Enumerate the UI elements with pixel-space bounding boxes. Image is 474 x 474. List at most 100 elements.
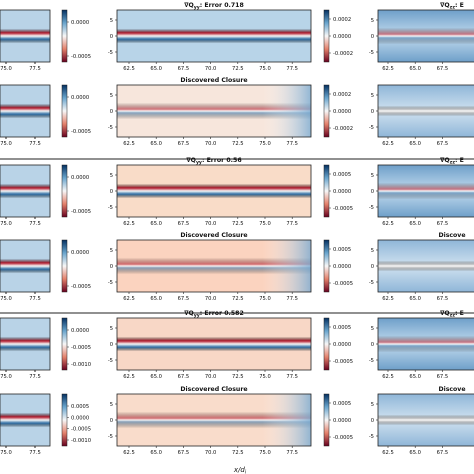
center-xtick-label: 70.0 (205, 141, 217, 147)
right-xtick-label: 67.5 (437, 66, 449, 72)
center-panel (115, 317, 331, 372)
right-xtick-label: 65.0 (409, 141, 421, 147)
center-cbar-label: -0.0005 (333, 359, 353, 365)
center-colorbar (323, 164, 330, 218)
right-ytick-label: 5 (371, 18, 374, 24)
right-xtick-label: 62.5 (382, 221, 394, 227)
left-cbar-label: -0.0005 (71, 345, 91, 351)
center-cbar-label: 0.0002 (333, 92, 351, 98)
right-xtick-label: 65.0 (409, 66, 421, 72)
left-frame (0, 84, 51, 138)
center-ytick-label: 5 (110, 326, 113, 332)
center-xtick-label: 70.0 (205, 450, 217, 456)
left-heatmap-band (0, 85, 50, 137)
left-xtick-label: 75.0 (0, 450, 12, 456)
left-xtick-label: 75.0 (0, 374, 12, 380)
center-xtick-label: 65.0 (150, 296, 162, 302)
center-cbar-label: 0.0005 (333, 325, 351, 331)
right-title: ∇Qzz: E (440, 2, 464, 11)
center-cbar-label: 0.0000 (333, 264, 351, 270)
left-cbar-label: 0.0000 (71, 328, 89, 334)
center-cbar-label: 0.0000 (333, 342, 351, 348)
left-heatmap-band (0, 10, 50, 62)
left-frame (0, 239, 51, 293)
left-xtick-label: 77.5 (29, 141, 41, 147)
left-colorbar (61, 164, 68, 218)
center-cbar-label: -0.0005 (333, 206, 353, 212)
right-ytick-label: 0 (371, 34, 374, 40)
left-panel (0, 164, 69, 219)
left-panel (0, 9, 69, 64)
center-xtick-label: 72.5 (232, 141, 244, 147)
right-panel (376, 393, 474, 448)
center-heatmap-band (117, 165, 311, 217)
left-cbar-label: 0.0000 (71, 415, 89, 421)
center-title: Discovered Closure (180, 77, 247, 84)
center-cbar-label: 0.0005 (333, 172, 351, 178)
x-axis-label: x/di (233, 466, 247, 474)
center-title: ∇Qyy: Error 0.718 (184, 2, 244, 11)
center-xtick-label: 62.5 (123, 141, 135, 147)
right-ytick-label: -5 (369, 434, 374, 440)
right-heatmap-band (378, 10, 474, 62)
center-panel (115, 9, 331, 64)
left-xtick-label: 77.5 (29, 221, 41, 227)
right-xtick-label: 67.5 (437, 296, 449, 302)
left-cbar-label: -0.0005 (71, 209, 91, 215)
center-xtick-label: 77.5 (286, 141, 298, 147)
left-colorbar (61, 393, 68, 447)
right-title: ∇Qzz: E (440, 310, 464, 319)
left-xtick-label: 77.5 (29, 374, 41, 380)
center-xtick-label: 77.5 (286, 66, 298, 72)
center-xtick-label: 65.0 (150, 374, 162, 380)
center-xtick-label: 75.0 (259, 221, 271, 227)
center-xtick-label: 67.5 (178, 374, 190, 380)
center-cbar-label: -0.0002 (333, 51, 353, 57)
left-xtick-label: 75.0 (0, 141, 12, 147)
left-panel (0, 84, 69, 139)
right-ytick-label: 0 (371, 189, 374, 195)
left-xtick-label: 77.5 (29, 450, 41, 456)
left-xtick-label: 77.5 (29, 66, 41, 72)
center-xtick-label: 62.5 (123, 66, 135, 72)
left-cbar-label: 0.0000 (71, 95, 89, 101)
center-xtick-label: 72.5 (232, 450, 244, 456)
center-cbar-label: 0.0002 (333, 17, 351, 23)
right-xtick-label: 62.5 (382, 374, 394, 380)
left-colorbar (61, 84, 68, 138)
left-frame (0, 393, 51, 447)
left-panel (0, 239, 69, 294)
right-ytick-label: 5 (371, 326, 374, 332)
right-heatmap-band (378, 394, 474, 446)
center-ytick-label: 5 (110, 173, 113, 179)
right-panel (376, 317, 474, 372)
left-cbar-label: -0.0005 (71, 427, 91, 433)
right-xtick-label: 65.0 (409, 296, 421, 302)
right-title: ∇Qzz: E (440, 157, 464, 166)
center-xtick-label: 77.5 (286, 374, 298, 380)
center-ytick-label: -5 (108, 205, 113, 211)
left-heatmap-band (0, 165, 50, 217)
right-heatmap-band (378, 240, 474, 292)
center-xtick-label: 65.0 (150, 221, 162, 227)
center-heatmap-edge (117, 240, 311, 292)
center-xtick-label: 77.5 (286, 221, 298, 227)
center-panel (115, 164, 331, 219)
center-heatmap-edge (117, 85, 311, 137)
center-colorbar (323, 239, 330, 293)
center-xtick-label: 62.5 (123, 221, 135, 227)
left-cbar-label: -0.0005 (71, 284, 91, 290)
right-ytick-label: -5 (369, 358, 374, 364)
center-panel (115, 84, 331, 139)
right-ytick-label: -5 (369, 205, 374, 211)
right-xtick-label: 65.0 (409, 450, 421, 456)
right-ytick-label: 5 (371, 173, 374, 179)
right-heatmap-band (378, 318, 474, 370)
left-cbar-label: 0.0000 (71, 175, 89, 181)
left-colorbar (61, 9, 68, 63)
right-xtick-label: 65.0 (409, 374, 421, 380)
center-cbar-label: 0.0000 (333, 34, 351, 40)
right-panel (376, 164, 474, 219)
right-panel (376, 9, 474, 64)
right-ytick-label: 0 (371, 418, 374, 424)
